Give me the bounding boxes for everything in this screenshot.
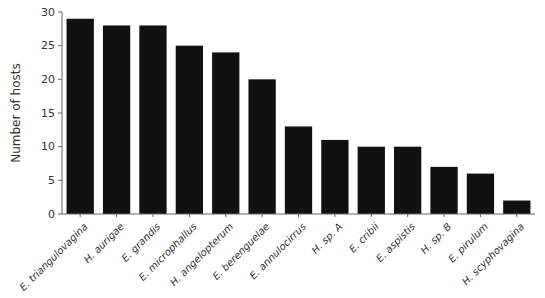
y-tick [58, 113, 62, 114]
x-tick-label: E. triangulovagina [17, 221, 89, 293]
y-tick [58, 180, 62, 181]
y-tick-label: 5 [48, 174, 55, 187]
bar [103, 25, 130, 214]
x-tick [262, 214, 263, 217]
x-tick-label: H. angelopterum [168, 221, 236, 289]
x-tick-label: H. scyphovagina [460, 221, 526, 287]
bar [430, 167, 457, 214]
bar [176, 46, 203, 214]
chart: 0 5 10 15 20 25 30 E. triangulovaginaH. aurigae… [0, 0, 545, 298]
bar [467, 174, 494, 214]
bar [394, 147, 421, 214]
x-tick [334, 214, 335, 217]
x-tick [225, 214, 226, 217]
x-tick-label: E. annulocirrus [247, 221, 308, 282]
x-tick [480, 214, 481, 217]
x-tick-label: H. sp. A [309, 221, 344, 256]
y-tick [58, 45, 62, 46]
y-tick-label: 30 [41, 6, 55, 19]
bar [321, 140, 348, 214]
y-tick [58, 146, 62, 147]
y-tick [58, 79, 62, 80]
bar [139, 25, 166, 214]
x-tick [371, 214, 372, 217]
chart-container: 0 5 10 15 20 25 30 E. triangulovaginaH. aurigae… [0, 0, 545, 298]
y-tick-label: 15 [41, 107, 55, 120]
y-axis-label: Number of hosts [9, 63, 23, 163]
y-tick-label: 20 [41, 73, 55, 86]
bar [212, 52, 239, 214]
y-tick-label: 10 [41, 140, 55, 153]
bar [358, 147, 385, 214]
bar [285, 126, 312, 214]
x-tick-label: E. aspistis [374, 221, 417, 264]
x-tick [444, 214, 445, 217]
x-tick [116, 214, 117, 217]
y-tick [58, 214, 62, 215]
bar [248, 79, 275, 214]
bar [67, 19, 94, 214]
x-tick-label: H. sp. B [418, 221, 453, 256]
x-tick [407, 214, 408, 217]
y-tick-label: 25 [41, 39, 55, 52]
x-tick [189, 214, 190, 217]
y-tick-label: 0 [48, 208, 55, 221]
y-tick [58, 12, 62, 13]
bar [503, 201, 530, 214]
x-tick [516, 214, 517, 217]
bars [67, 19, 531, 214]
x-tick [152, 214, 153, 217]
x-tick [298, 214, 299, 217]
x-tick-label: H. aurigae [82, 221, 126, 265]
x-tick [80, 214, 81, 217]
x-tick-label: E. cribii [347, 221, 381, 255]
